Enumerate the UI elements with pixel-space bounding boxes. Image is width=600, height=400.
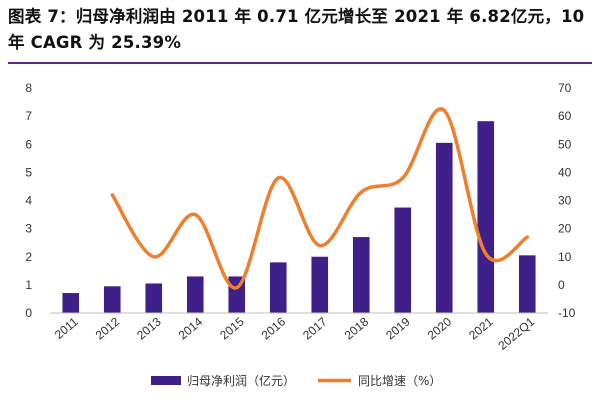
bar	[477, 121, 495, 313]
y-left-tick-label: 8	[25, 81, 32, 95]
legend-bar-label: 归母净利润（亿元）	[187, 373, 295, 388]
x-tick-label: 2015	[217, 314, 247, 342]
bar	[186, 276, 204, 313]
x-tick-label: 2019	[383, 314, 413, 342]
growth-line	[110, 107, 530, 290]
y-right-tick-label: -10	[558, 306, 576, 320]
y-left-tick-label: 6	[25, 137, 32, 151]
bar	[62, 293, 80, 313]
y-left-tick-label: 4	[25, 194, 32, 208]
x-tick-label: 2013	[134, 314, 164, 342]
bar	[352, 237, 370, 313]
y-left-tick-label: 2	[25, 250, 32, 264]
x-tick-label: 2014	[176, 314, 206, 342]
y-left-tick-label: 1	[25, 278, 32, 292]
y-left-tick-label: 5	[25, 165, 32, 179]
y-right-tick-label: 30	[558, 194, 572, 208]
x-tick-label: 2018	[342, 314, 372, 342]
bar	[394, 207, 412, 313]
y-right-tick-label: 20	[558, 222, 572, 236]
x-tick-label: 2012	[93, 314, 123, 342]
y-right-tick-label: 60	[558, 109, 572, 123]
bar	[311, 256, 329, 313]
y-left-tick-label: 0	[25, 306, 32, 320]
bar	[518, 255, 536, 313]
x-tick-label: 2022Q1	[495, 314, 537, 352]
x-tick-label: 2016	[259, 314, 289, 342]
bar	[145, 283, 163, 313]
bar	[269, 262, 287, 313]
legend: 归母净利润（亿元） 同比增速（%）	[151, 373, 441, 388]
bar	[103, 286, 121, 313]
y-right-tick-label: 70	[558, 81, 572, 95]
y-left-axis: 0 1 2 3 4 5 6 7 8	[25, 81, 32, 320]
x-axis: 2011 2012 2013 2014 2015 2016 2017 2018 2019 2020…	[52, 314, 538, 352]
x-tick-label: 2020	[425, 314, 455, 342]
bar	[435, 142, 453, 313]
bar-series	[62, 121, 536, 313]
legend-bar-swatch	[151, 376, 181, 385]
y-right-axis: -10 0 10 20 30 40 50 60 70	[558, 81, 576, 320]
chart-title: 图表 7：归母净利润由 2011 年 0.71 亿元增长至 2021 年 6.8…	[8, 7, 585, 52]
y-left-tick-label: 7	[25, 109, 32, 123]
y-right-tick-label: 10	[558, 250, 572, 264]
x-tick-label: 2017	[300, 314, 330, 342]
x-tick-label: 2011	[52, 314, 81, 342]
y-right-tick-label: 0	[558, 278, 565, 292]
y-left-tick-label: 3	[25, 222, 32, 236]
y-right-tick-label: 50	[558, 137, 572, 151]
x-tick-label: 2021	[466, 314, 496, 342]
y-right-tick-label: 40	[558, 165, 572, 179]
title-underline	[8, 62, 592, 64]
legend-line-label: 同比增速（%）	[358, 374, 441, 388]
